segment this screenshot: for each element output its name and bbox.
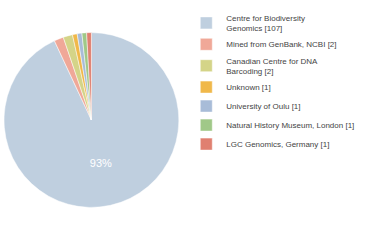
- svg-text:93%: 93%: [90, 157, 112, 169]
- svg-text:Centre for BiodiversityGenomic: Centre for BiodiversityGenomics [107]: [226, 14, 305, 33]
- svg-text:Unknown [1]: Unknown [1]: [226, 83, 270, 92]
- svg-text:Canadian Centre for DNABarcodi: Canadian Centre for DNABarcoding [2]: [226, 57, 318, 76]
- svg-text:University of Oulu [1]: University of Oulu [1]: [226, 102, 300, 111]
- svg-text:Mined from GenBank, NCBI [2]: Mined from GenBank, NCBI [2]: [226, 40, 336, 49]
- svg-text:LGC Genomics, Germany [1]: LGC Genomics, Germany [1]: [226, 140, 329, 149]
- svg-text:Natural History Museum, London: Natural History Museum, London [1]: [226, 121, 354, 130]
